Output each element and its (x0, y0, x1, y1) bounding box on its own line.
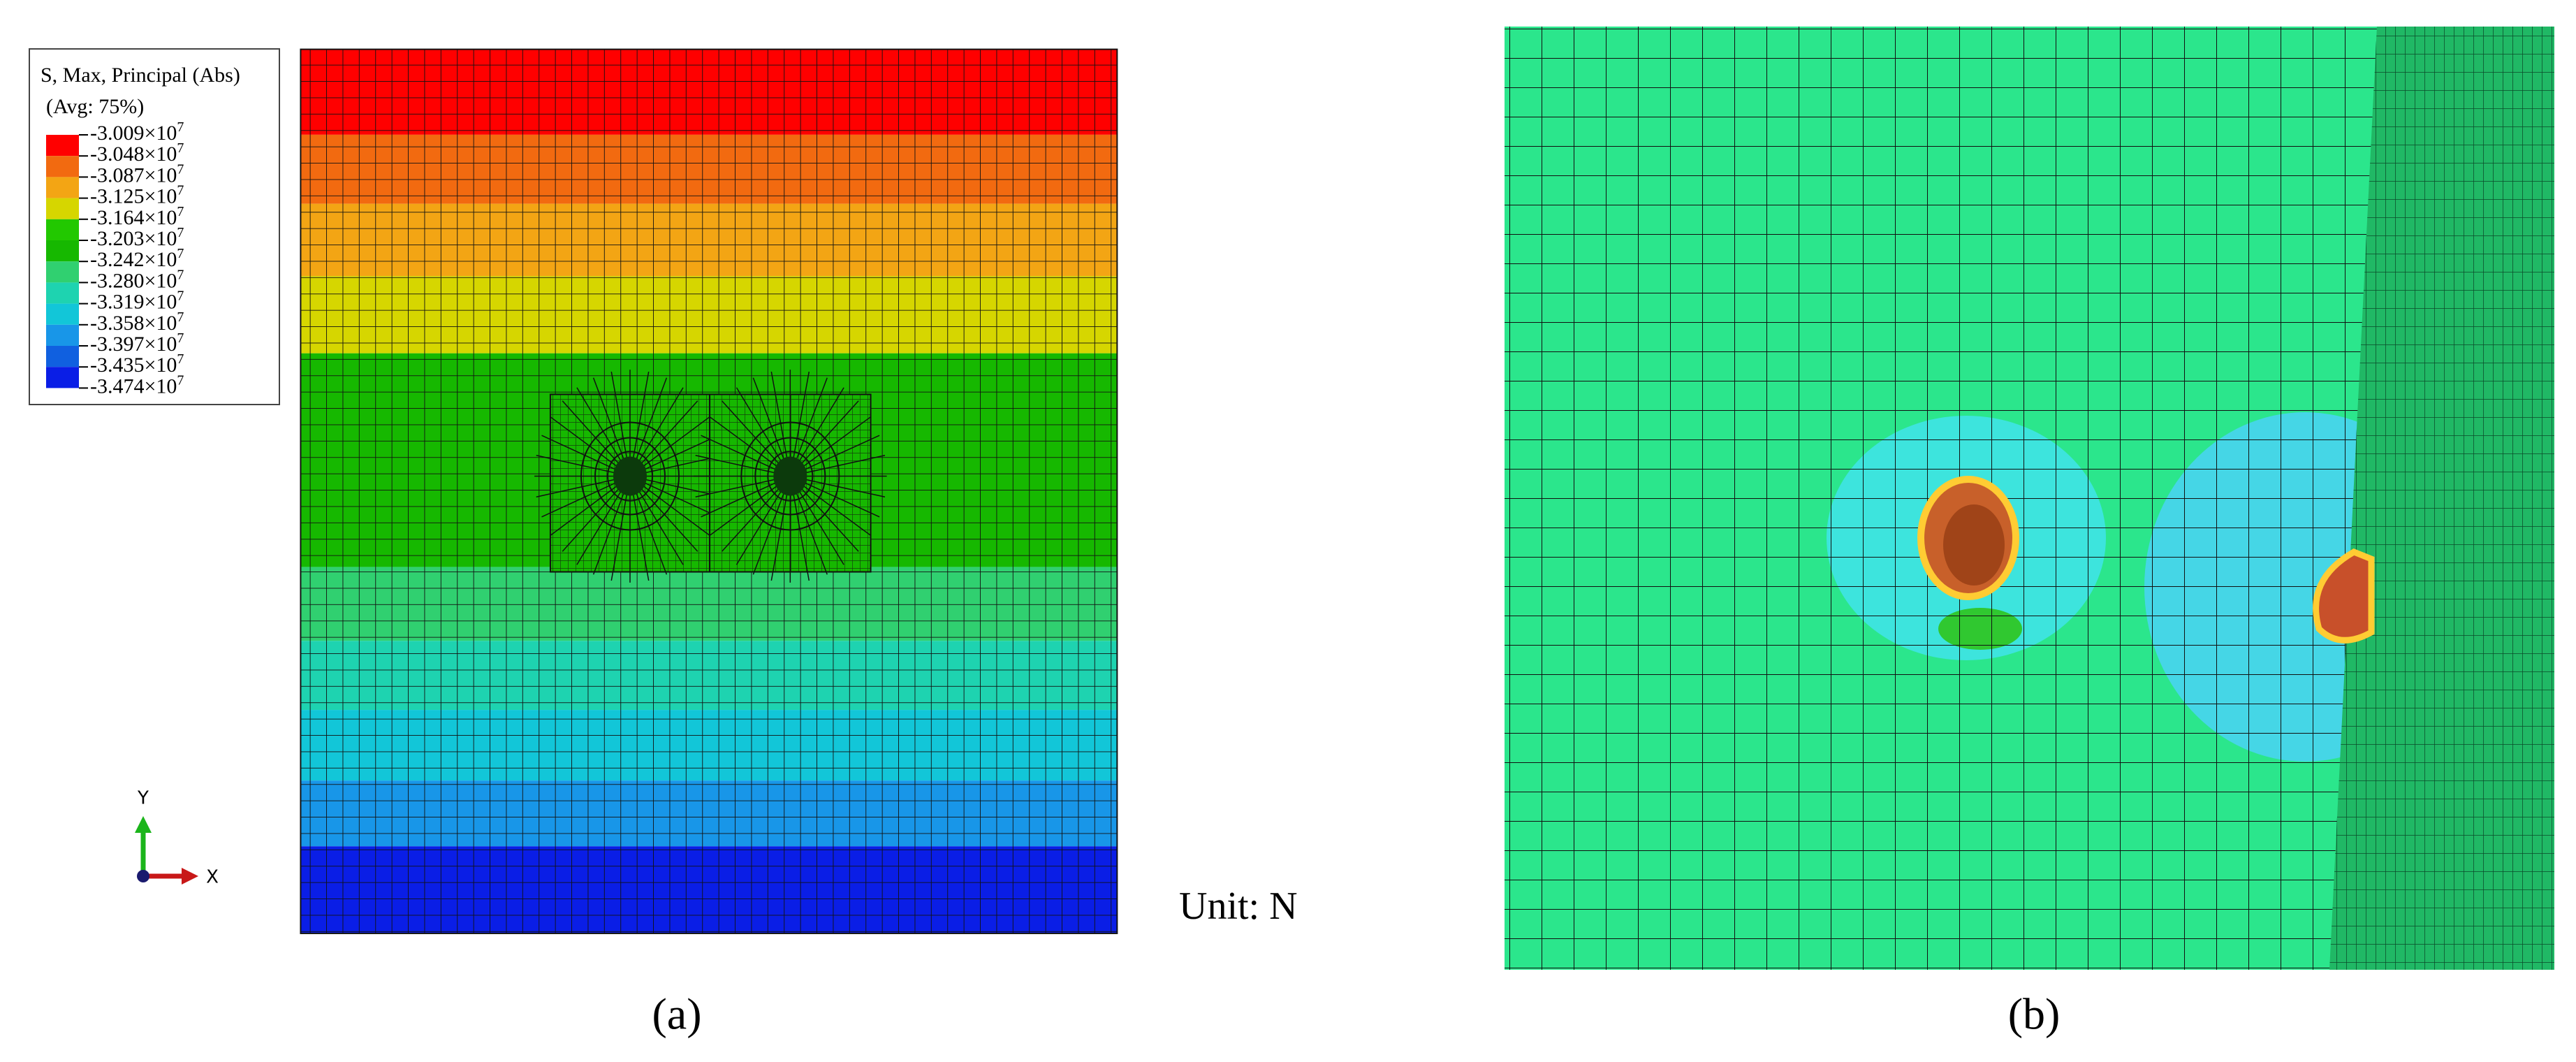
legend-subtitle: (Avg: 75%) (46, 95, 144, 118)
ring-line (594, 437, 666, 516)
legend-exponent: 7 (177, 330, 184, 346)
ring-line (606, 451, 653, 502)
legend-label: -3.435×107 (90, 351, 184, 377)
legend-exponent: 7 (177, 161, 184, 177)
tunnel-hole (2313, 548, 2375, 643)
ring-line (740, 421, 840, 531)
legend-label: -3.397×107 (90, 330, 184, 356)
tunnel-hole (773, 456, 807, 496)
legend: -3.009×107-3.048×107-3.087×107-3.125×107… (46, 119, 184, 398)
legend-mantissa: -3.164×10 (90, 206, 177, 229)
legend-mantissa: -3.397×10 (90, 333, 177, 356)
legend-swatch (46, 177, 79, 198)
legend-swatch (46, 346, 79, 368)
legend-exponent: 7 (177, 182, 184, 198)
axis-triad: Y X (135, 788, 219, 888)
legend-label: -3.319×107 (90, 288, 184, 313)
legend-mantissa: -3.203×10 (90, 227, 177, 250)
legend-mantissa: -3.435×10 (90, 354, 177, 377)
legend-mantissa: -3.280×10 (90, 269, 177, 292)
legend-mantissa: -3.009×10 (90, 122, 177, 145)
legend-swatch (46, 156, 79, 177)
ring-line (754, 437, 826, 516)
legend-swatch (46, 324, 79, 346)
tunnel-lining (1943, 504, 2005, 585)
legend-label: -3.242×107 (90, 246, 184, 271)
legend-mantissa: -3.358×10 (90, 312, 177, 335)
triad-y-label: Y (137, 788, 149, 809)
legend-swatch (46, 282, 79, 304)
legend-label: -3.280×107 (90, 267, 184, 292)
caption-b: (b) (2008, 989, 2061, 1039)
legend-exponent: 7 (177, 203, 184, 219)
triad-origin (137, 870, 149, 882)
legend-exponent: 7 (177, 309, 184, 324)
triad-x-label: X (206, 867, 219, 888)
legend-mantissa: -3.319×10 (90, 290, 177, 313)
triad-y-head (135, 816, 152, 833)
legend-mantissa: -3.048×10 (90, 143, 177, 166)
legend-mantissa: -3.474×10 (90, 374, 177, 398)
ring-line (580, 421, 680, 531)
legend-exponent: 7 (177, 351, 184, 367)
ring-line (767, 451, 814, 502)
legend-exponent: 7 (177, 267, 184, 282)
legend-swatch (46, 240, 79, 262)
legend-swatch (46, 198, 79, 219)
triad-x-head (182, 868, 198, 885)
panel-a (300, 48, 1118, 934)
legend-label: -3.164×107 (90, 203, 184, 228)
legend-mantissa: -3.087×10 (90, 163, 177, 187)
legend-swatch (46, 219, 79, 240)
legend-exponent: 7 (177, 288, 184, 303)
legend-mantissa: -3.242×10 (90, 248, 177, 271)
legend-label: -3.203×107 (90, 225, 184, 250)
tunnel-hole (613, 456, 647, 496)
legend-exponent: 7 (177, 119, 184, 135)
legend-title: S, Max, Principal (Abs) (41, 64, 240, 87)
legend-swatch (46, 367, 79, 388)
legend-label: -3.125×107 (90, 182, 184, 208)
legend-label: -3.009×107 (90, 119, 184, 145)
unit-label: Unit: N (1179, 885, 1298, 928)
model-side-mesh (2329, 27, 2554, 970)
legend-mantissa: -3.125×10 (90, 184, 177, 208)
legend-label: -3.087×107 (90, 161, 184, 187)
legend-label: -3.474×107 (90, 372, 184, 398)
panel-b (1505, 27, 2554, 970)
legend-swatch (46, 261, 79, 283)
legend-exponent: 7 (177, 246, 184, 261)
legend-exponent: 7 (177, 140, 184, 156)
legend-label: -3.358×107 (90, 309, 184, 334)
legend-swatch (46, 303, 79, 325)
legend-swatch (46, 135, 79, 157)
legend-exponent: 7 (177, 225, 184, 240)
caption-a: (a) (652, 989, 701, 1039)
legend-label: -3.048×107 (90, 140, 184, 166)
legend-exponent: 7 (177, 372, 184, 388)
